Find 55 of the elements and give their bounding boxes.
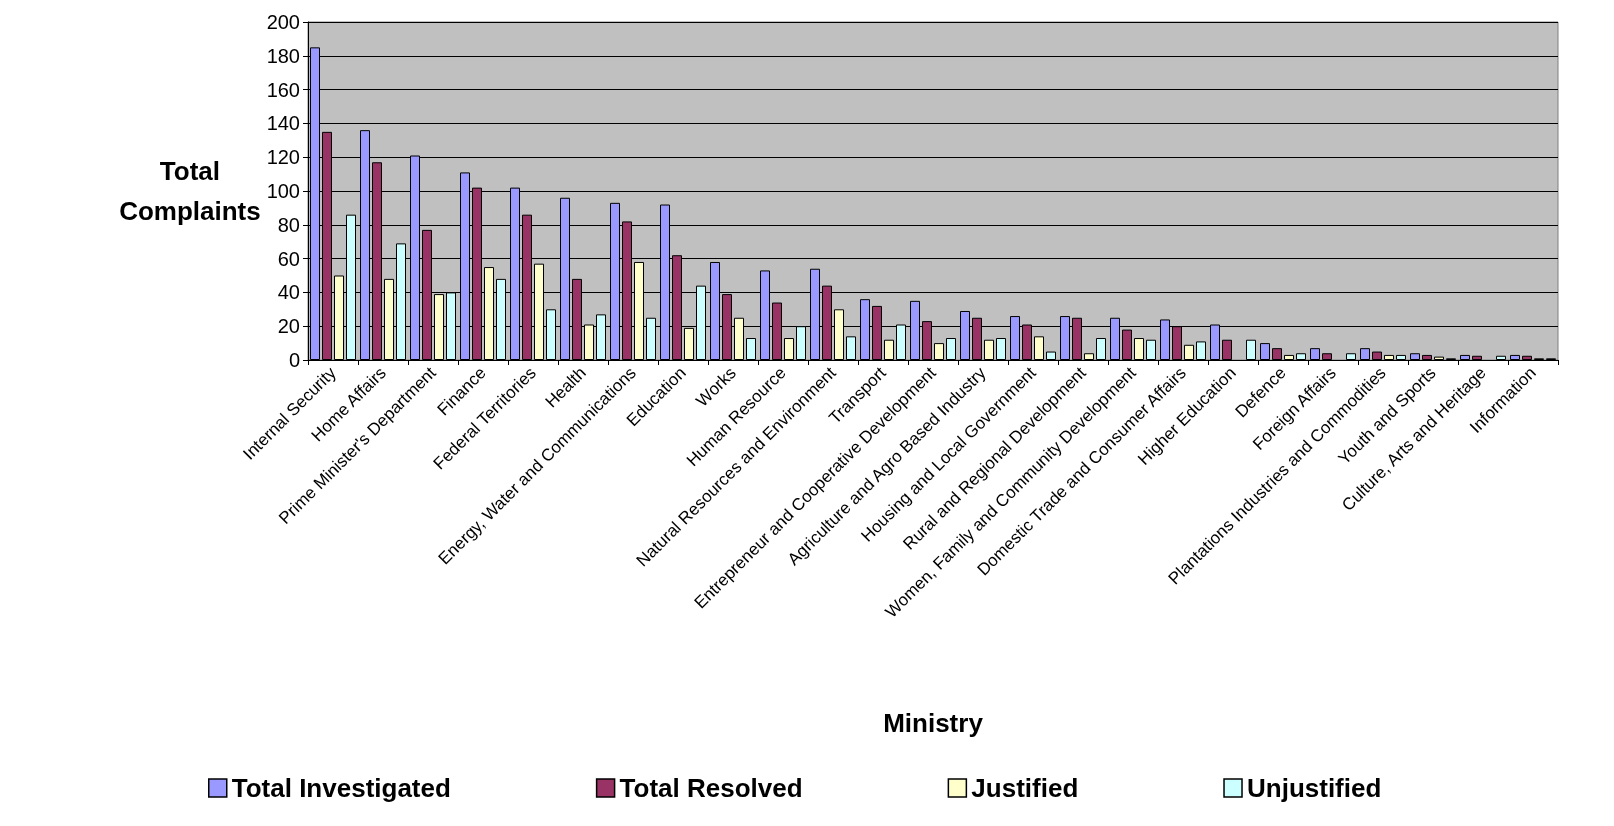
- bar: [1384, 354, 1394, 360]
- bar: [1310, 348, 1320, 360]
- bar: [1222, 339, 1232, 360]
- bar: [846, 336, 856, 360]
- bar: [1434, 356, 1444, 360]
- bar: [746, 338, 756, 360]
- bar: [1360, 348, 1370, 360]
- bar: [1522, 355, 1532, 360]
- bar: [1272, 348, 1282, 360]
- y-tick-label: 100: [266, 180, 300, 202]
- bar: [1246, 339, 1256, 360]
- bar: [884, 339, 894, 360]
- bar: [1472, 355, 1482, 360]
- bar: [1084, 353, 1094, 360]
- legend-label: Total Investigated: [231, 773, 451, 803]
- bar: [1410, 353, 1420, 360]
- bar: [1096, 338, 1106, 360]
- y-tick-label: 180: [266, 44, 300, 67]
- bar: [1122, 329, 1132, 360]
- y-tick-label: 20: [277, 315, 300, 338]
- bar: [1134, 338, 1144, 360]
- legend-label: Justified: [971, 773, 1079, 803]
- bar: [1460, 354, 1470, 360]
- bar: [1146, 339, 1156, 360]
- bar: [1046, 351, 1056, 360]
- y-tick-label: 160: [266, 78, 300, 101]
- bar: [1196, 341, 1206, 360]
- bar: [1184, 344, 1194, 360]
- bar: [1496, 355, 1506, 360]
- bar: [1296, 353, 1306, 360]
- y-tick-label: 60: [277, 247, 300, 270]
- bar: [1396, 354, 1406, 360]
- bar: [946, 338, 956, 360]
- y-tick-label: 80: [277, 213, 300, 236]
- bar: [1284, 354, 1294, 360]
- y-tick-label: 120: [266, 146, 300, 169]
- y-tick-label: 0: [288, 349, 300, 371]
- y-axis-title: Total Complaints: [119, 156, 261, 226]
- bar: [1034, 336, 1044, 360]
- y-tick-label: 200: [266, 11, 300, 33]
- y-tick-label: 40: [277, 281, 300, 304]
- bar: [1422, 354, 1432, 360]
- bar: [1510, 354, 1520, 360]
- legend-label: Total Resolved: [619, 773, 803, 803]
- x-axis-title: Ministry: [883, 708, 984, 738]
- bar: [784, 338, 794, 360]
- bar: [984, 339, 994, 360]
- bar: [1372, 351, 1382, 360]
- y-tick-label: 140: [266, 112, 300, 135]
- legend-label: Unjustified: [1247, 773, 1382, 803]
- bar: [1260, 343, 1270, 360]
- bar: [1322, 353, 1332, 360]
- bar: [934, 343, 944, 360]
- bar: [996, 338, 1006, 360]
- bar: [1346, 353, 1356, 360]
